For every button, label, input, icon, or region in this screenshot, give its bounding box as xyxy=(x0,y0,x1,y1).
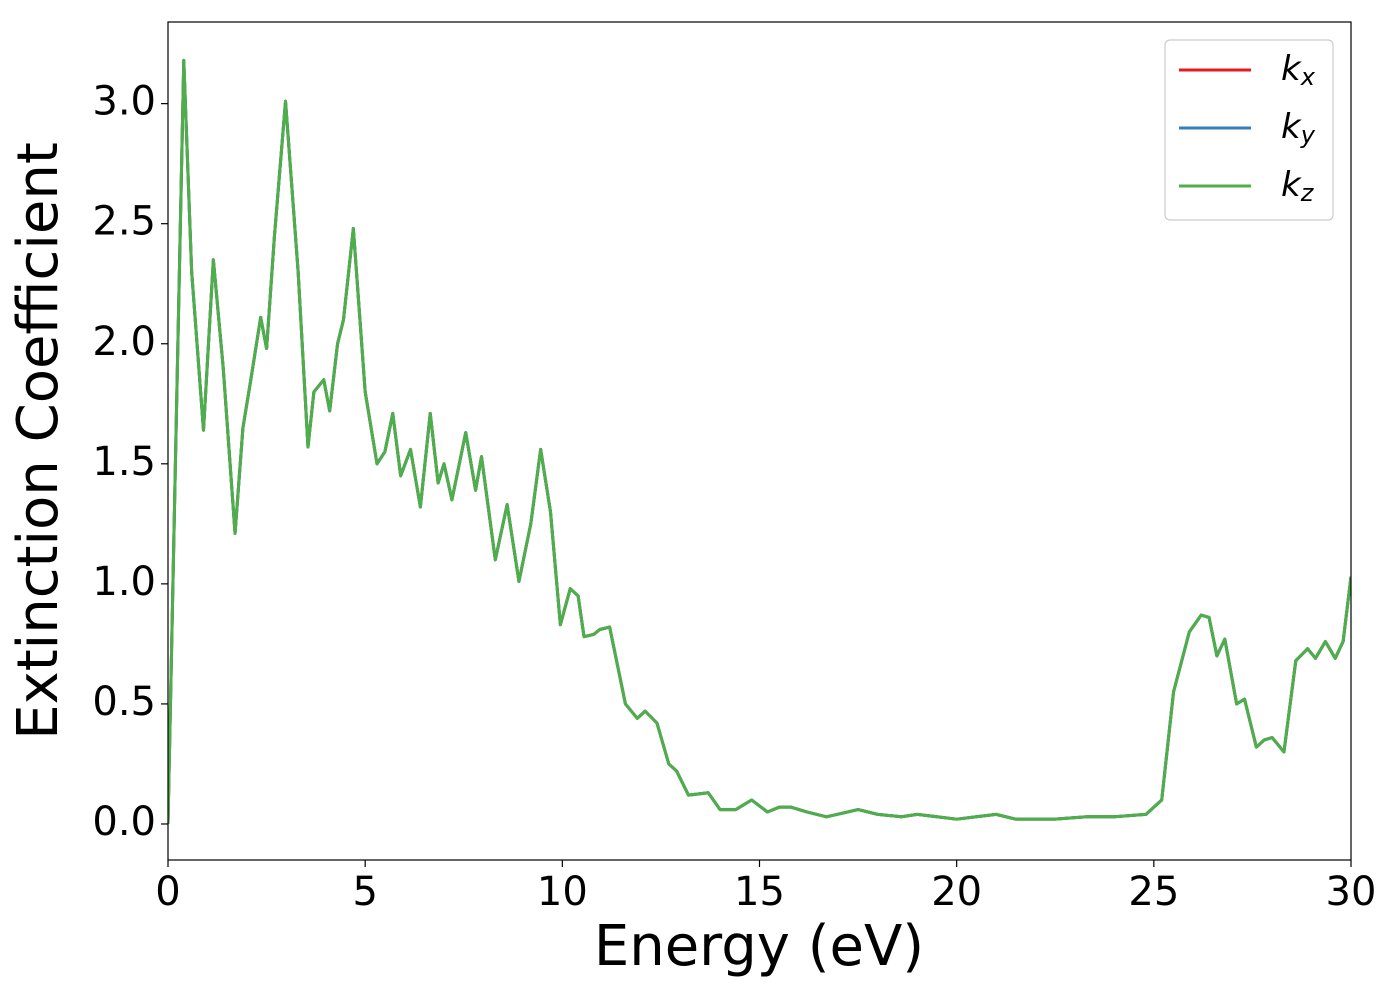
y-tick-label: 0.5 xyxy=(92,679,156,725)
legend-label: kx xyxy=(1281,49,1316,92)
y-tick-label: 0.0 xyxy=(92,799,156,845)
x-axis-label: Energy (eV) xyxy=(594,914,924,979)
x-tick-label: 5 xyxy=(352,869,377,915)
x-tick-label: 0 xyxy=(155,869,180,915)
x-tick-label: 10 xyxy=(537,869,588,915)
x-tick-label: 20 xyxy=(931,869,982,915)
x-tick-label: 25 xyxy=(1128,869,1179,915)
legend-label: kz xyxy=(1281,165,1315,208)
x-tick-label: 30 xyxy=(1326,869,1377,915)
plot-frame xyxy=(167,21,1352,861)
y-tick-label: 3.0 xyxy=(92,79,156,125)
series-line xyxy=(168,58,1351,825)
y-tick-label: 2.5 xyxy=(92,199,156,245)
legend-label: ky xyxy=(1281,107,1316,150)
y-tick-label: 2.0 xyxy=(92,319,156,365)
y-tick-label: 1.5 xyxy=(92,439,156,485)
y-axis-label: Extinction Coefficient xyxy=(6,142,71,740)
x-tick-label: 15 xyxy=(734,869,785,915)
legend-box xyxy=(1164,39,1334,221)
y-tick-label: 1.0 xyxy=(92,559,156,605)
